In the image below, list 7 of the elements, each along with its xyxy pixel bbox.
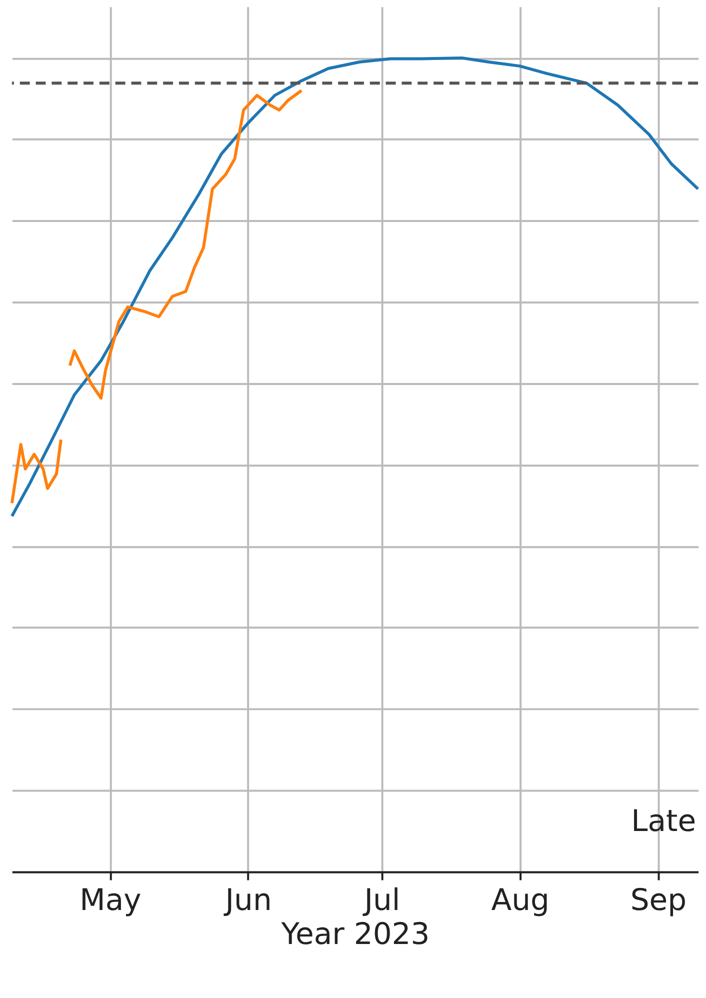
annotation: Late: [631, 804, 696, 839]
x-tick-label: May: [80, 883, 142, 918]
x-tick-label: Sep: [630, 883, 687, 918]
x-axis-title: Year 2023: [280, 916, 430, 952]
x-tick-label: Jun: [223, 883, 272, 918]
x-tick-label: Jul: [362, 883, 400, 918]
x-tick-label: Aug: [491, 883, 550, 918]
